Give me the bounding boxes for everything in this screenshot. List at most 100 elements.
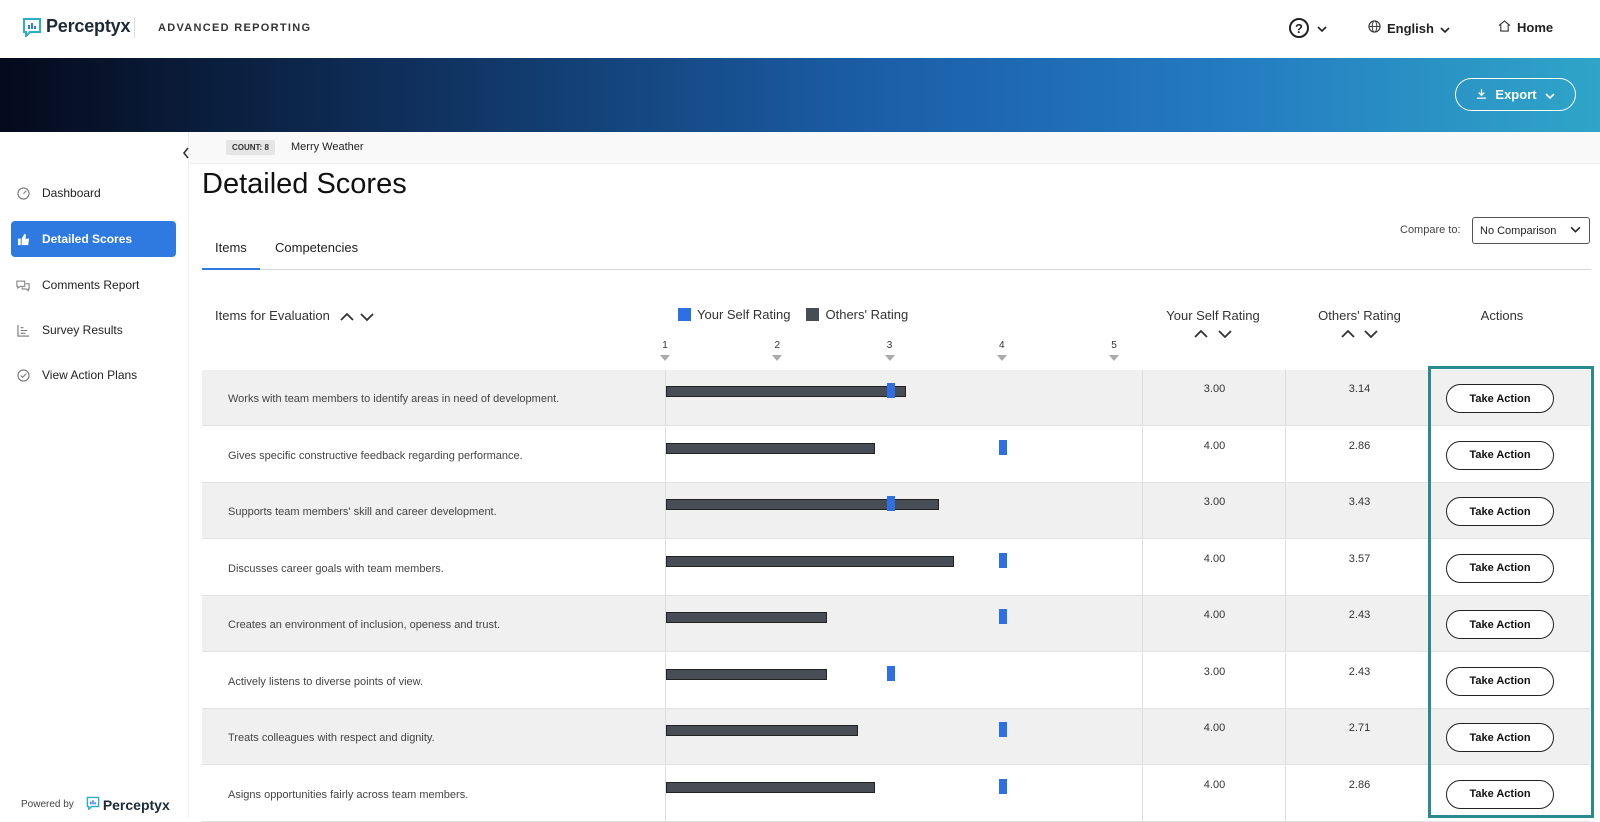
take-action-button[interactable]: Take Action — [1446, 440, 1554, 470]
language-selector[interactable]: English — [1368, 20, 1450, 36]
sidebar-item-view-action-plans[interactable]: View Action Plans — [11, 357, 176, 393]
take-action-button[interactable]: Take Action — [1446, 666, 1554, 696]
sidebar-item-label: Dashboard — [42, 186, 101, 200]
sort-ascending-icon[interactable] — [1194, 326, 1208, 341]
table-row: Creates an environment of inclusion, ope… — [202, 596, 1590, 652]
self-rating-marker — [886, 665, 895, 681]
filter-subheader: COUNT: 8 Merry Weather — [190, 132, 1600, 164]
brand-name: Perceptyx — [46, 16, 131, 36]
take-action-button[interactable]: Take Action — [1446, 497, 1554, 526]
header-banner: Export — [0, 58, 1600, 132]
sidebar-item-comments-report[interactable]: Comments Report — [11, 267, 176, 303]
brand-logo[interactable]: Perceptyx — [22, 16, 131, 38]
powered-by-brand: Perceptyx — [102, 796, 170, 813]
chevron-down-icon — [1317, 19, 1327, 37]
item-label: Gives specific constructive feedback reg… — [228, 449, 523, 462]
tab-bar: Items Competencies — [202, 230, 1591, 270]
help-icon: ? — [1289, 18, 1309, 38]
rating-bar-area — [665, 370, 1143, 426]
export-label: Export — [1495, 87, 1537, 102]
powered-by: Powered by Perceptyx — [21, 796, 170, 813]
others-rating-value: 3.57 — [1348, 552, 1371, 565]
others-rating-bar — [666, 668, 827, 680]
compare-label: Compare to: — [1400, 224, 1461, 236]
others-rating-bar — [666, 386, 907, 397]
others-rating-bar — [666, 725, 858, 736]
others-rating-bar — [666, 612, 827, 623]
download-icon — [1476, 87, 1487, 102]
scale-tick-label: 4 — [998, 340, 1005, 351]
language-label: English — [1387, 20, 1434, 36]
take-action-button[interactable]: Take Action — [1446, 384, 1554, 413]
collapse-sidebar-icon[interactable] — [182, 146, 190, 162]
table-row: Asigns opportunities fairly across team … — [202, 765, 1590, 822]
take-action-button[interactable]: Take Action — [1446, 723, 1554, 752]
tab-items[interactable]: Items — [202, 240, 260, 270]
chart-legend: Your Self Rating Others' Rating — [678, 307, 908, 322]
count-badge: COUNT: 8 — [226, 140, 275, 155]
others-rating-column-header: Others' Rating — [1287, 308, 1432, 341]
take-action-button[interactable]: Take Action — [1446, 610, 1554, 639]
rating-bar-area — [665, 765, 1143, 822]
sidebar-item-label: View Action Plans — [42, 368, 138, 382]
take-action-button[interactable]: Take Action — [1446, 553, 1554, 583]
sort-descending-icon[interactable] — [359, 309, 374, 324]
others-rating-cell: 2.43 — [1287, 596, 1432, 652]
self-rating-cell: 4.00 — [1144, 765, 1286, 822]
scale-tick-label: 2 — [774, 340, 781, 351]
sidebar-item-survey-results[interactable]: Survey Results — [11, 312, 176, 348]
item-label: Creates an environment of inclusion, ope… — [228, 619, 501, 631]
others-rating-value: 2.71 — [1348, 722, 1371, 734]
sidebar-item-label: Survey Results — [42, 323, 123, 337]
home-label: Home — [1517, 20, 1554, 35]
home-link[interactable]: Home — [1498, 20, 1553, 35]
sort-descending-icon[interactable] — [1218, 326, 1232, 341]
self-rating-marker — [886, 496, 895, 511]
others-rating-cell: 2.86 — [1287, 766, 1432, 822]
self-header-label: Your Self Rating — [1166, 308, 1260, 323]
rating-bar-area — [665, 709, 1143, 765]
actions-column-header: Actions — [1480, 308, 1524, 323]
sort-ascending-icon[interactable] — [1341, 326, 1355, 341]
app-name: ADVANCED REPORTING — [158, 22, 312, 34]
self-rating-marker — [998, 778, 1007, 794]
self-rating-marker — [998, 722, 1007, 737]
compare-select[interactable]: No Comparison — [1472, 217, 1590, 244]
sidebar-item-label: Detailed Scores — [42, 232, 133, 246]
others-rating-swatch — [806, 308, 820, 321]
others-rating-bar — [666, 555, 955, 567]
others-rating-bar — [666, 781, 875, 793]
others-rating-value: 3.14 — [1348, 383, 1371, 395]
self-rating-value: 3.00 — [1203, 496, 1226, 508]
rating-bar-area — [665, 652, 1143, 709]
sort-ascending-icon[interactable] — [339, 309, 354, 324]
take-action-button[interactable]: Take Action — [1446, 779, 1554, 809]
scale-tick-marker — [884, 355, 895, 361]
item-label: Supports team members' skill and career … — [228, 506, 497, 518]
divider — [134, 18, 135, 38]
scale-tick-label: 3 — [886, 340, 893, 351]
rating-bar-area — [665, 426, 1143, 483]
help-menu[interactable]: ? — [1289, 18, 1327, 38]
sidebar-item-dashboard[interactable]: Dashboard — [11, 175, 176, 211]
export-button[interactable]: Export — [1455, 78, 1576, 111]
others-rating-cell: 2.71 — [1287, 709, 1432, 765]
sidebar-item-detailed-scores[interactable]: Detailed Scores — [11, 221, 176, 257]
scale-tick-marker — [772, 355, 783, 361]
home-icon — [1498, 20, 1511, 35]
scale-tick-marker — [1109, 355, 1119, 361]
legend-self-label: Your Self Rating — [697, 307, 791, 322]
self-rating-cell: 4.00 — [1144, 426, 1286, 483]
others-rating-bar — [666, 442, 875, 454]
chevron-down-icon — [1545, 87, 1555, 102]
sidebar-item-label: Comments Report — [42, 278, 140, 292]
perceptyx-logo-icon — [86, 796, 100, 813]
self-rating-value: 4.00 — [1203, 552, 1226, 565]
tab-competencies[interactable]: Competencies — [275, 240, 359, 255]
scale-tick-label: 5 — [1111, 340, 1117, 351]
sort-descending-icon[interactable] — [1364, 326, 1378, 341]
self-rating-value: 3.00 — [1203, 383, 1226, 395]
item-label: Discusses career goals with team members… — [228, 562, 444, 575]
report-subject: Merry Weather — [291, 141, 364, 153]
item-label: Actively listens to diverse points of vi… — [228, 675, 424, 688]
